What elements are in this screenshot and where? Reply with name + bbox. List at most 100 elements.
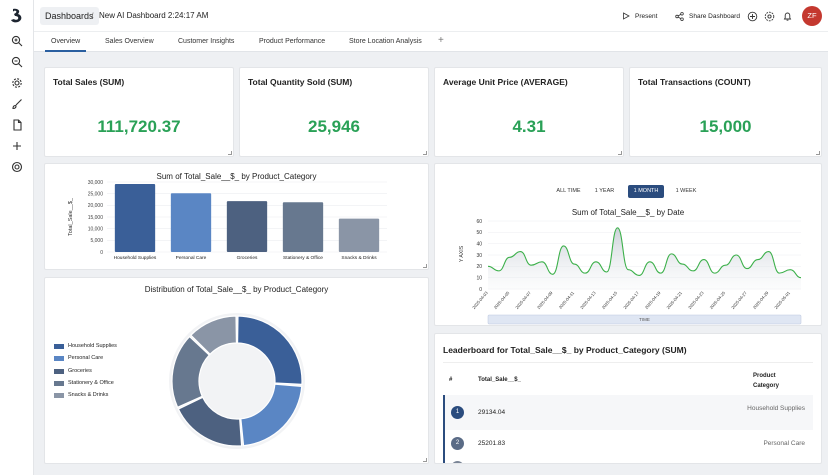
rank-badge [451, 461, 464, 463]
legend-item: Groceries [54, 368, 92, 374]
tab-store-location-analysis[interactable]: Store Location Analysis [349, 38, 422, 45]
document-icon[interactable] [9, 117, 25, 133]
x-tick-label: 2025-04-13 [579, 290, 597, 310]
x-tick-label: 2025-04-03 [471, 290, 489, 310]
y-axis-label: Y AXIS [459, 245, 465, 262]
kpi-card-total-quantity[interactable]: Total Quantity Sold (SUM) 25,946 [239, 67, 429, 157]
notification-bell-icon[interactable] [780, 9, 794, 23]
leaderboard-card[interactable]: Leaderboard for Total_Sale__$_ by Produc… [434, 333, 822, 464]
x-tick-label: Stationery & Office [283, 255, 323, 261]
kpi-title: Total Quantity Sold (SUM) [248, 77, 353, 87]
bar-chart-card[interactable]: Sum of Total_Sale__$_ by Product_Categor… [44, 163, 429, 270]
add-icon[interactable] [9, 138, 25, 154]
y-tick-label: 10,000 [88, 226, 104, 232]
app-logo-icon[interactable] [8, 7, 26, 25]
x-axis-label: TIME [639, 317, 650, 322]
donut-slice [171, 335, 211, 409]
donut-slice [190, 315, 238, 356]
range-1-year-button[interactable]: 1 YEAR [594, 188, 615, 194]
brush-icon[interactable] [9, 96, 25, 112]
tab-overview[interactable]: Overview [45, 32, 87, 52]
y-tick-label: 5,000 [90, 238, 103, 244]
user-avatar[interactable]: ZF [802, 6, 822, 26]
range-1-week-button[interactable]: 1 WEEK [675, 188, 697, 194]
left-nav-rail [0, 0, 34, 475]
legend-label: Personal Care [68, 355, 104, 361]
leaderboard-title: Leaderboard for Total_Sale__$_ by Produc… [443, 345, 687, 355]
add-circle-icon[interactable] [745, 9, 759, 23]
play-icon [623, 12, 630, 20]
share-dashboard-button[interactable]: Share Dashboard [669, 7, 746, 25]
x-tick-label: Personal Care [176, 255, 207, 261]
bar [226, 201, 268, 252]
kpi-value: 15,000 [699, 117, 752, 136]
tab-sales-overview[interactable]: Sales Overview [105, 38, 154, 45]
settings-gear-icon[interactable] [9, 75, 25, 91]
line-area [488, 227, 801, 289]
range-1-month-button[interactable]: 1 MONTH [628, 185, 664, 198]
zoom-in-icon[interactable] [9, 33, 25, 49]
y-tick-label: 20 [476, 264, 482, 270]
legend-swatch [54, 343, 64, 349]
bar-chart-title: Sum of Total_Sale__$_ by Product_Categor… [156, 172, 317, 181]
legend-label: Household Supplies [68, 343, 117, 349]
y-tick-label: 30,000 [88, 180, 104, 186]
leaderboard-category: Household Supplies [747, 405, 805, 412]
leaderboard-value: 25201.83 [478, 440, 506, 447]
y-tick-label: 0 [479, 287, 482, 293]
y-tick-label: 15,000 [88, 215, 104, 221]
legend-item: Stationery & Office [54, 380, 114, 386]
dashboards-breadcrumb-button[interactable]: Dashboards [40, 7, 99, 25]
x-tick-label: 2025-04-25 [709, 290, 727, 310]
line-chart-card[interactable]: ALL TIME 1 YEAR 1 MONTH 1 WEEK Sum of To… [434, 163, 822, 326]
kpi-title: Total Transactions (COUNT) [638, 77, 751, 87]
y-tick-label: 20,000 [88, 203, 104, 209]
table-row[interactable] [445, 395, 813, 430]
leaderboard-value-header: Total_Sale__$_ [478, 377, 521, 383]
share-dashboard-label: Share Dashboard [689, 12, 740, 20]
line-chart-title: Sum of Total_Sale__$_ by Date [571, 208, 685, 217]
y-tick-label: 30 [476, 253, 482, 259]
resize-handle[interactable] [228, 151, 232, 155]
settings-icon[interactable] [762, 9, 776, 23]
dashboard-title: New AI Dashboard 2:24:17 AM [99, 11, 209, 20]
resize-handle[interactable] [423, 264, 427, 268]
add-tab-button[interactable]: + [438, 35, 444, 46]
bar [338, 218, 380, 252]
x-tick-label: 2025-04-23 [687, 290, 705, 310]
rank-badge: 2 [451, 437, 464, 450]
tab-product-performance[interactable]: Product Performance [259, 38, 326, 45]
resize-handle[interactable] [423, 151, 427, 155]
leaderboard-category: Personal Care [763, 440, 805, 447]
y-tick-label: 10 [476, 275, 482, 281]
y-tick-label: 60 [476, 219, 482, 225]
kpi-card-total-sales[interactable]: Total Sales (SUM) 111,720.37 [44, 67, 234, 157]
dashboard-tabs: Overview Sales Overview Customer Insight… [34, 32, 828, 52]
kpi-card-total-transactions[interactable]: Total Transactions (COUNT) 15,000 [629, 67, 822, 157]
x-tick-label: Household Supplies [114, 255, 157, 261]
x-tick-label: 2025-04-05 [493, 290, 511, 310]
y-tick-label: 50 [476, 230, 482, 236]
resize-handle[interactable] [816, 151, 820, 155]
resize-handle[interactable] [618, 151, 622, 155]
zoom-out-icon[interactable] [9, 54, 25, 70]
x-tick-label: Snacks & Drinks [341, 255, 377, 261]
support-icon[interactable] [9, 159, 25, 175]
legend-swatch [54, 392, 64, 398]
legend-label: Stationery & Office [68, 380, 114, 386]
x-tick-label: 2025-04-17 [622, 290, 640, 310]
kpi-card-average-unit-price[interactable]: Average Unit Price (AVERAGE) 4.31 [434, 67, 624, 157]
donut-chart-card[interactable]: Distribution of Total_Sale__$_ by Produc… [44, 277, 429, 464]
tab-customer-insights[interactable]: Customer Insights [178, 38, 235, 45]
kpi-title: Average Unit Price (AVERAGE) [443, 77, 568, 87]
legend-swatch [54, 355, 64, 361]
range-all-time-button[interactable]: ALL TIME [556, 188, 581, 194]
present-button[interactable]: Present [616, 7, 663, 25]
resize-handle[interactable] [423, 458, 427, 462]
legend-label: Groceries [68, 368, 92, 374]
x-tick-label: 2025-04-21 [665, 290, 683, 310]
y-tick-label: 0 [100, 250, 103, 256]
top-header: Dashboards / New AI Dashboard 2:24:17 AM… [34, 0, 828, 32]
breadcrumb-separator: / [91, 11, 94, 21]
